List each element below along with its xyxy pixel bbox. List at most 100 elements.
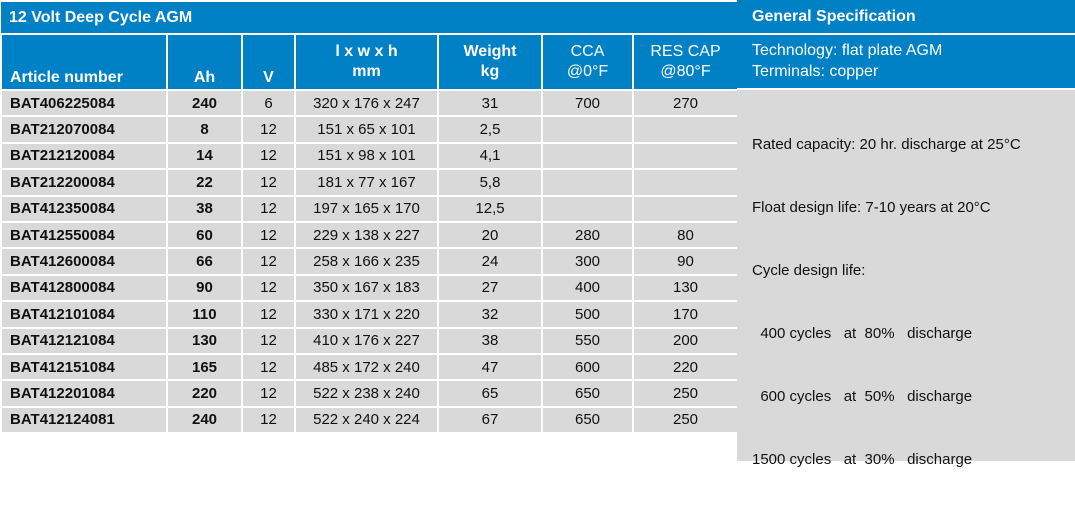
table-row: BAT412600084 66 12 258 x 166 x 235 24 300 90 bbox=[0, 247, 739, 276]
cell-cca: 500 bbox=[541, 300, 634, 329]
cell-dimensions: 197 x 165 x 170 bbox=[294, 194, 439, 223]
cell-dimensions: 330 x 171 x 220 bbox=[294, 300, 439, 329]
header-cca-label: CCA bbox=[570, 43, 605, 60]
cell-res-cap: 200 bbox=[632, 326, 739, 355]
header-weight-unit: kg bbox=[480, 63, 500, 80]
cell-weight: 47 bbox=[437, 352, 543, 382]
cell-voltage: 12 bbox=[241, 273, 296, 303]
table-row: BAT412101084 110 12 330 x 171 x 220 32 500 170 bbox=[0, 300, 739, 329]
cell-res-cap: 250 bbox=[632, 405, 739, 435]
cell-voltage: 6 bbox=[241, 88, 296, 118]
cell-article-number: BAT412101084 bbox=[0, 300, 168, 329]
spec-technology: Technology: flat plate AGM bbox=[752, 42, 943, 59]
header-dimensions-unit: mm bbox=[352, 63, 381, 80]
cell-cca: 600 bbox=[541, 352, 634, 382]
cell-cca bbox=[541, 168, 634, 197]
cell-res-cap bbox=[632, 194, 739, 223]
cell-weight: 38 bbox=[437, 326, 543, 355]
cell-ah: 60 bbox=[166, 220, 243, 250]
table-row: BAT412151084 165 12 485 x 172 x 240 47 600 220 bbox=[0, 352, 739, 382]
cell-cca bbox=[541, 194, 634, 223]
cell-dimensions: 522 x 240 x 224 bbox=[294, 405, 439, 435]
cell-ah: 14 bbox=[166, 141, 243, 171]
cell-cca: 700 bbox=[541, 88, 634, 118]
cell-weight: 2,5 bbox=[437, 115, 543, 144]
cell-res-cap: 90 bbox=[632, 247, 739, 276]
cell-ah: 8 bbox=[166, 115, 243, 144]
cell-weight: 5,8 bbox=[437, 168, 543, 197]
cell-cca: 400 bbox=[541, 273, 634, 303]
cell-ah: 110 bbox=[166, 300, 243, 329]
cell-ah: 130 bbox=[166, 326, 243, 355]
cell-article-number: BAT212070084 bbox=[0, 115, 168, 144]
cell-article-number: BAT412124081 bbox=[0, 405, 168, 435]
table-row: BAT412201084 220 12 522 x 238 x 240 65 650 250 bbox=[0, 379, 739, 408]
cell-article-number: BAT412600084 bbox=[0, 247, 168, 276]
cell-res-cap: 170 bbox=[632, 300, 739, 329]
cell-dimensions: 485 x 172 x 240 bbox=[294, 352, 439, 382]
cell-article-number: BAT412800084 bbox=[0, 273, 168, 303]
cell-res-cap: 220 bbox=[632, 352, 739, 382]
header-res-cap-unit: @80°F bbox=[660, 63, 711, 80]
header-weight: Weight kg bbox=[437, 33, 543, 91]
cell-voltage: 12 bbox=[241, 220, 296, 250]
cell-weight: 65 bbox=[437, 379, 543, 408]
cell-weight: 32 bbox=[437, 300, 543, 329]
cell-article-number: BAT412350084 bbox=[0, 194, 168, 223]
cell-ah: 240 bbox=[166, 405, 243, 435]
cell-cca bbox=[541, 115, 634, 144]
spec-cycle-life: Cycle design life: bbox=[752, 262, 866, 279]
spec-cycle-80: 400 cycles at 80% discharge bbox=[752, 325, 973, 342]
cell-voltage: 12 bbox=[241, 115, 296, 144]
cell-weight: 27 bbox=[437, 273, 543, 303]
cell-ah: 240 bbox=[166, 88, 243, 118]
cell-res-cap: 250 bbox=[632, 379, 739, 408]
cell-cca: 300 bbox=[541, 247, 634, 276]
cell-voltage: 12 bbox=[241, 194, 296, 223]
cell-res-cap: 270 bbox=[632, 88, 739, 118]
spec-title: General Specification bbox=[737, 0, 1075, 33]
header-cca-unit: @0°F bbox=[566, 63, 609, 80]
cell-voltage: 12 bbox=[241, 247, 296, 276]
cell-ah: 90 bbox=[166, 273, 243, 303]
cell-cca: 280 bbox=[541, 220, 634, 250]
header-ah: Ah bbox=[166, 33, 243, 91]
cell-dimensions: 151 x 98 x 101 bbox=[294, 141, 439, 171]
cell-ah: 38 bbox=[166, 194, 243, 223]
cell-article-number: BAT412121084 bbox=[0, 326, 168, 355]
cell-article-number: BAT412550084 bbox=[0, 220, 168, 250]
spec-body: Rated capacity: 20 hr. discharge at 25°C… bbox=[737, 90, 1075, 468]
cell-article-number: BAT212120084 bbox=[0, 141, 168, 171]
cell-dimensions: 229 x 138 x 227 bbox=[294, 220, 439, 250]
header-article-number: Article number bbox=[0, 33, 168, 91]
general-specification-panel: General Specification Technology: flat p… bbox=[737, 0, 1075, 468]
cell-voltage: 12 bbox=[241, 352, 296, 382]
header-v: V bbox=[241, 33, 296, 91]
table-row: BAT212200084 22 12 181 x 77 x 167 5,8 bbox=[0, 168, 739, 197]
table-row: BAT212120084 14 12 151 x 98 x 101 4,1 bbox=[0, 141, 739, 171]
cell-dimensions: 258 x 166 x 235 bbox=[294, 247, 439, 276]
cell-weight: 67 bbox=[437, 405, 543, 435]
cell-dimensions: 522 x 238 x 240 bbox=[294, 379, 439, 408]
cell-cca: 650 bbox=[541, 379, 634, 408]
battery-table: 12 Volt Deep Cycle AGM Article number Ah… bbox=[0, 0, 739, 435]
header-dimensions-label: l x w x h bbox=[335, 43, 398, 60]
table-row: BAT212070084 8 12 151 x 65 x 101 2,5 bbox=[0, 115, 739, 144]
cell-ah: 165 bbox=[166, 352, 243, 382]
spec-terminals: Terminals: copper bbox=[752, 63, 879, 80]
table-row: BAT412124081 240 12 522 x 240 x 224 67 650 250 bbox=[0, 405, 739, 435]
cell-res-cap: 80 bbox=[632, 220, 739, 250]
cell-weight: 31 bbox=[437, 88, 543, 118]
spec-float-life: Float design life: 7-10 years at 20°C bbox=[752, 199, 991, 216]
cell-cca bbox=[541, 141, 634, 171]
cell-ah: 66 bbox=[166, 247, 243, 276]
cell-cca: 650 bbox=[541, 405, 634, 435]
cell-dimensions: 410 x 176 x 227 bbox=[294, 326, 439, 355]
cell-voltage: 12 bbox=[241, 300, 296, 329]
cell-weight: 12,5 bbox=[437, 194, 543, 223]
cell-ah: 220 bbox=[166, 379, 243, 408]
spec-rated-capacity: Rated capacity: 20 hr. discharge at 25°C bbox=[752, 136, 1021, 153]
cell-weight: 20 bbox=[437, 220, 543, 250]
cell-article-number: BAT412151084 bbox=[0, 352, 168, 382]
table-row: BAT412800084 90 12 350 x 167 x 183 27 400 130 bbox=[0, 273, 739, 303]
